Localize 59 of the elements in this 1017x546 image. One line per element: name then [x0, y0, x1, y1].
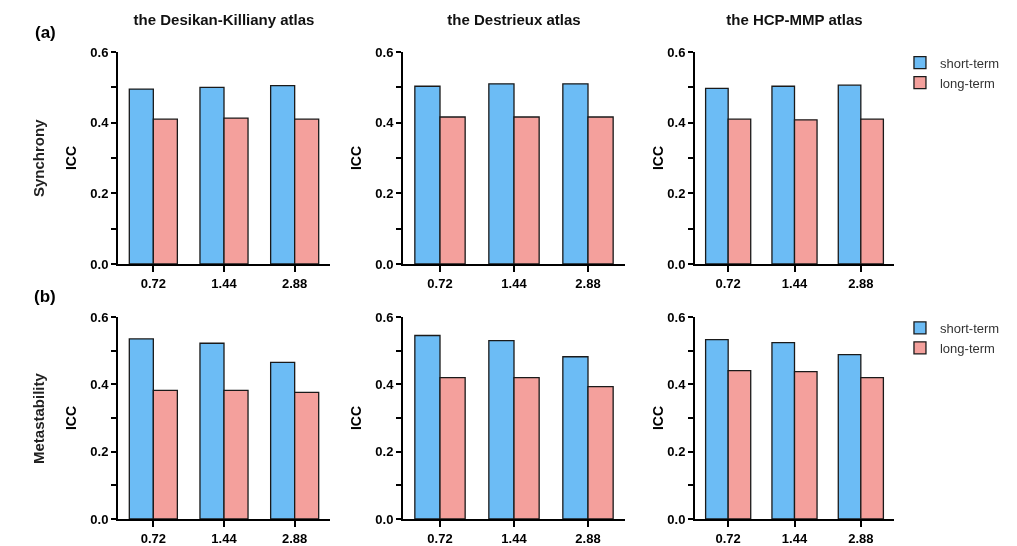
text: Metastability [30, 372, 47, 464]
x-tick-label: 0.72 [715, 530, 741, 546]
y-tick-label: 0.2 [667, 185, 686, 201]
x-tick-label: 0.72 [715, 275, 741, 291]
x-tick-label: 2.88 [282, 275, 308, 291]
y-tick-label: 0.6 [667, 44, 686, 60]
x-tick-label: 2.88 [575, 530, 601, 546]
y-tick-label: 0.2 [90, 444, 109, 460]
text: (a) [35, 23, 56, 42]
y-tick-label: 0.6 [90, 44, 109, 60]
y-tick-label: 0.6 [90, 309, 109, 325]
y-tick-label: 0.6 [375, 44, 394, 60]
y-tick-label: 0.4 [667, 376, 687, 392]
y-tick-label: 0.4 [90, 115, 110, 131]
legend-label: short-term [939, 320, 1000, 336]
x-tick-label: 0.72 [427, 275, 453, 291]
x-tick-label: 2.88 [282, 530, 308, 546]
legend-label: long-term [939, 75, 995, 91]
x-tick-label: 1.44 [501, 530, 528, 546]
y-tick-label: 0.0 [375, 511, 394, 527]
y-tick-label: 0.0 [90, 256, 109, 272]
y-axis-title: ICC [348, 405, 365, 431]
x-tick-label: 0.72 [427, 530, 453, 546]
y-tick-label: 0.6 [667, 309, 686, 325]
text: (b) [34, 287, 56, 306]
x-tick-label: 0.72 [140, 530, 166, 546]
y-axis-title: ICC [650, 145, 666, 171]
y-tick-label: 0.4 [375, 376, 395, 392]
x-tick-label: 2.88 [848, 275, 874, 291]
x-tick-label: 0.72 [140, 275, 166, 291]
y-tick-label: 0.6 [375, 309, 394, 325]
y-tick-label: 0.2 [375, 444, 394, 460]
y-axis-title: ICC [650, 405, 666, 431]
y-axis-title: ICC [63, 405, 80, 431]
y-tick-label: 0.0 [375, 256, 394, 272]
y-tick-label: 0.0 [667, 511, 686, 527]
y-tick-label: 0.2 [667, 444, 686, 460]
y-axis-title: ICC [63, 145, 80, 171]
text: Synchrony [30, 118, 47, 197]
chart-title: the Destrieux atlas [447, 11, 581, 29]
y-tick-label: 0.2 [90, 185, 109, 201]
y-tick-label: 0.0 [90, 511, 109, 527]
x-tick-label: 2.88 [848, 530, 874, 546]
x-tick-label: 2.88 [575, 275, 601, 291]
x-tick-label: 1.44 [211, 275, 238, 291]
y-axis-title: ICC [348, 145, 365, 171]
x-tick-label: 1.44 [781, 530, 808, 546]
y-tick-label: 0.4 [375, 115, 395, 131]
y-tick-label: 0.4 [667, 115, 687, 131]
y-tick-label: 0.2 [375, 185, 394, 201]
y-tick-label: 0.4 [90, 376, 110, 392]
x-tick-label: 1.44 [501, 275, 528, 291]
chart-title: the Desikan-Killiany atlas [133, 11, 315, 29]
legend-label: short-term [939, 55, 1000, 71]
legend-label: long-term [939, 340, 995, 356]
chart-title: the HCP-MMP atlas [726, 11, 863, 29]
y-tick-label: 0.0 [667, 256, 686, 272]
x-tick-label: 1.44 [211, 530, 238, 546]
x-tick-label: 1.44 [781, 275, 808, 291]
